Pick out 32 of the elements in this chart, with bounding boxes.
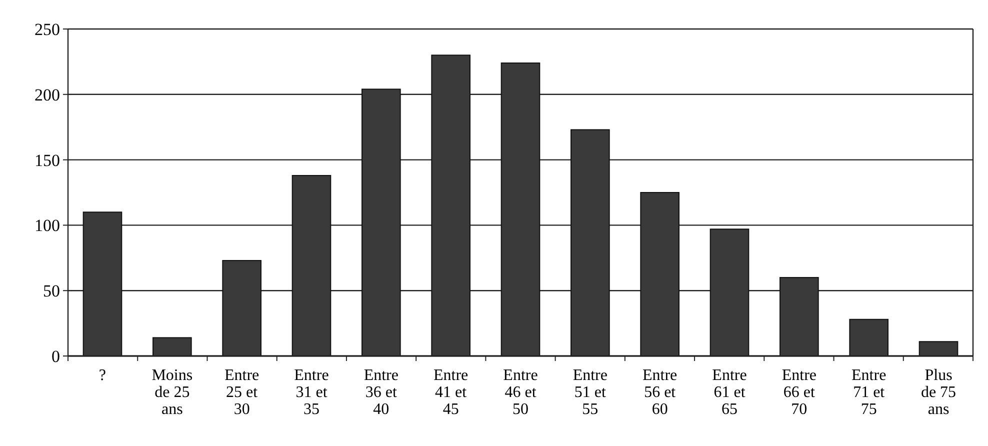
x-tick-label: Moins de 25 ans bbox=[152, 367, 193, 418]
bar bbox=[710, 228, 750, 356]
y-tick-label: 200 bbox=[34, 85, 60, 104]
y-tick-label: 150 bbox=[34, 150, 60, 170]
y-tick-label: 100 bbox=[34, 216, 60, 236]
bar bbox=[152, 337, 192, 356]
x-tick-label: Entre 31 et 35 bbox=[294, 367, 329, 418]
x-tick-label: Entre 66 et 70 bbox=[782, 367, 817, 418]
x-tick-label: Entre 51 et 55 bbox=[572, 367, 608, 418]
bar bbox=[918, 341, 958, 356]
x-tick-label: ? bbox=[98, 367, 106, 384]
y-tick-label: 250 bbox=[34, 20, 60, 39]
x-tick-label: Entre 41 et 45 bbox=[434, 367, 468, 418]
bar bbox=[82, 212, 122, 356]
x-tick-label: Entre 36 et 40 bbox=[364, 367, 398, 418]
x-tick-label: Entre 46 et 50 bbox=[503, 367, 538, 418]
bar bbox=[500, 62, 540, 356]
x-tick-label: Plus de 75 ans bbox=[920, 367, 956, 418]
x-tick-label: Entre 56 et 60 bbox=[642, 367, 678, 418]
x-tick-label: Entre 71 et 75 bbox=[852, 367, 886, 418]
bar bbox=[570, 129, 610, 356]
bar bbox=[292, 174, 332, 356]
x-tick-label: Entre 61 et 65 bbox=[712, 367, 747, 418]
x-tick-label: Entre 25 et 30 bbox=[224, 367, 260, 418]
bar bbox=[362, 88, 401, 356]
bar bbox=[640, 192, 680, 356]
y-tick-label: 50 bbox=[43, 282, 60, 301]
bar bbox=[780, 277, 819, 356]
y-tick-label: 0 bbox=[52, 346, 60, 366]
bar bbox=[431, 54, 470, 356]
bar bbox=[222, 260, 262, 356]
bar bbox=[849, 318, 889, 356]
